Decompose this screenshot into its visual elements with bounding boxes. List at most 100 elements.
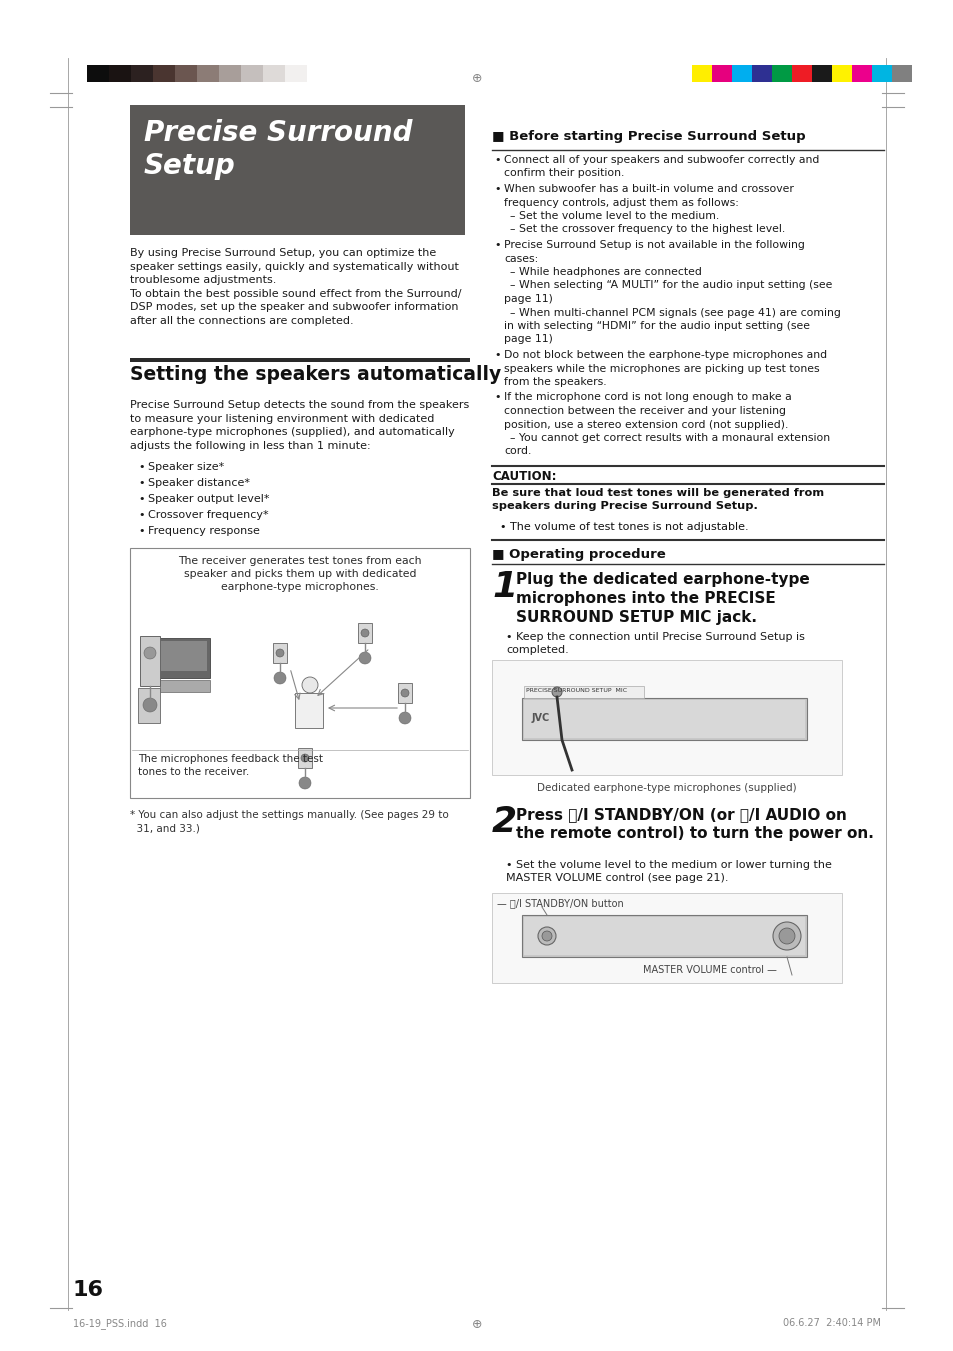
Text: 2: 2 — [492, 805, 517, 839]
Bar — [691, 65, 711, 82]
Text: The microphones feedback the test
tones to the receiver.: The microphones feedback the test tones … — [138, 754, 323, 777]
Text: ⊕: ⊕ — [471, 72, 482, 85]
Text: 16-19_PSS.indd  16: 16-19_PSS.indd 16 — [73, 1319, 167, 1329]
Circle shape — [398, 712, 411, 724]
Text: – While headphones are connected: – While headphones are connected — [510, 267, 701, 277]
Text: speakers while the microphones are picking up test tones: speakers while the microphones are picki… — [503, 363, 819, 373]
Text: Speaker distance*: Speaker distance* — [148, 478, 250, 488]
Text: • The volume of test tones is not adjustable.: • The volume of test tones is not adjust… — [499, 521, 748, 532]
Bar — [771, 65, 791, 82]
Text: Speaker output level*: Speaker output level* — [148, 494, 269, 504]
Circle shape — [358, 653, 371, 663]
Text: Precise Surround Setup is not available in the following: Precise Surround Setup is not available … — [503, 240, 804, 250]
Bar — [150, 638, 210, 678]
Text: 16: 16 — [73, 1279, 104, 1300]
Text: cord.: cord. — [503, 446, 531, 457]
Bar — [851, 65, 871, 82]
Bar — [130, 358, 470, 362]
Text: – When selecting “A MULTI” for the audio input setting (see: – When selecting “A MULTI” for the audio… — [510, 281, 832, 290]
Bar — [521, 698, 806, 740]
Circle shape — [772, 921, 801, 950]
Bar — [397, 684, 412, 703]
Bar — [911, 65, 931, 82]
Bar — [140, 636, 160, 686]
Bar — [294, 693, 323, 728]
Text: • Set the volume level to the medium or lower turning the
MASTER VOLUME control : • Set the volume level to the medium or … — [505, 861, 831, 884]
Text: page 11): page 11) — [503, 295, 553, 304]
Text: – You cannot get correct results with a monaural extension: – You cannot get correct results with a … — [510, 434, 829, 443]
Bar — [521, 915, 806, 957]
Text: • Keep the connection until Precise Surround Setup is
completed.: • Keep the connection until Precise Surr… — [505, 632, 804, 655]
Text: PRECISE SURROUND SETUP  MIC: PRECISE SURROUND SETUP MIC — [525, 688, 626, 693]
Text: position, use a stereo extension cord (not supplied).: position, use a stereo extension cord (n… — [503, 420, 787, 430]
Text: – Set the crossover frequency to the highest level.: – Set the crossover frequency to the hig… — [510, 224, 784, 235]
Text: – When multi-channel PCM signals (see page 41) are coming: – When multi-channel PCM signals (see pa… — [510, 308, 840, 317]
Text: CAUTION:: CAUTION: — [492, 470, 556, 484]
Bar — [711, 65, 731, 82]
Text: The receiver generates test tones from each
speaker and picks them up with dedic: The receiver generates test tones from e… — [178, 557, 421, 592]
Text: Plug the dedicated earphone-type
microphones into the PRECISE
SURROUND SETUP MIC: Plug the dedicated earphone-type microph… — [516, 571, 809, 626]
Circle shape — [541, 931, 552, 942]
Text: – Set the volume level to the medium.: – Set the volume level to the medium. — [510, 211, 719, 222]
Text: JVC: JVC — [532, 713, 550, 723]
Bar — [152, 65, 174, 82]
Text: If the microphone cord is not long enough to make a: If the microphone cord is not long enoug… — [503, 393, 791, 403]
Bar — [523, 700, 804, 738]
Text: Connect all of your speakers and subwoofer correctly and: Connect all of your speakers and subwoof… — [503, 155, 819, 165]
Text: Be sure that loud test tones will be generated from
speakers during Precise Surr: Be sure that loud test tones will be gen… — [492, 488, 823, 511]
Bar — [196, 65, 219, 82]
Text: Dedicated earphone-type microphones (supplied): Dedicated earphone-type microphones (sup… — [537, 784, 796, 793]
Bar — [109, 65, 131, 82]
Text: Precise Surround Setup detects the sound from the speakers
to measure your liste: Precise Surround Setup detects the sound… — [130, 400, 469, 451]
Bar — [131, 65, 152, 82]
Text: 06.6.27  2:40:14 PM: 06.6.27 2:40:14 PM — [782, 1319, 880, 1328]
Bar — [871, 65, 891, 82]
Text: Precise Surround
Setup: Precise Surround Setup — [144, 119, 412, 181]
Bar — [87, 65, 109, 82]
Text: connection between the receiver and your listening: connection between the receiver and your… — [503, 407, 785, 416]
Text: ■ Before starting Precise Surround Setup: ■ Before starting Precise Surround Setup — [492, 130, 804, 143]
Text: Press ⏻/I STANDBY/ON (or ⏻/I AUDIO on
the remote control) to turn the power on.: Press ⏻/I STANDBY/ON (or ⏻/I AUDIO on th… — [516, 807, 873, 842]
Circle shape — [360, 630, 369, 638]
Text: Speaker size*: Speaker size* — [148, 462, 224, 471]
Circle shape — [274, 671, 286, 684]
Bar — [731, 65, 751, 82]
Bar — [831, 65, 851, 82]
Circle shape — [301, 754, 309, 762]
Text: •: • — [138, 462, 144, 471]
Text: in with selecting “HDMI” for the audio input setting (see: in with selecting “HDMI” for the audio i… — [503, 322, 809, 331]
Text: By using Precise Surround Setup, you can optimize the
speaker settings easily, q: By using Precise Surround Setup, you can… — [130, 249, 461, 326]
Bar — [357, 623, 372, 643]
Text: cases:: cases: — [503, 254, 537, 263]
Bar — [285, 65, 307, 82]
Bar — [523, 917, 804, 955]
Bar — [130, 549, 470, 798]
Bar — [492, 661, 841, 775]
Text: •: • — [138, 526, 144, 536]
Text: •: • — [494, 240, 500, 250]
Circle shape — [144, 647, 156, 659]
Circle shape — [779, 928, 794, 944]
Text: •: • — [494, 350, 500, 359]
Text: •: • — [494, 393, 500, 403]
Text: •: • — [494, 184, 500, 195]
Bar — [160, 680, 210, 692]
Bar — [273, 643, 287, 663]
Text: Setting the speakers automatically: Setting the speakers automatically — [130, 365, 500, 384]
Circle shape — [275, 648, 284, 657]
Bar — [263, 65, 285, 82]
Bar — [219, 65, 241, 82]
Bar — [751, 65, 771, 82]
Circle shape — [302, 677, 317, 693]
Bar — [174, 65, 196, 82]
Text: MASTER VOLUME control —: MASTER VOLUME control — — [642, 965, 776, 975]
Text: When subwoofer has a built-in volume and crossover: When subwoofer has a built-in volume and… — [503, 184, 793, 195]
Bar — [523, 686, 643, 698]
Circle shape — [537, 927, 556, 944]
Text: * You can also adjust the settings manually. (See pages 29 to
  31, and 33.): * You can also adjust the settings manua… — [130, 811, 448, 834]
Circle shape — [298, 777, 311, 789]
Circle shape — [143, 698, 157, 712]
Bar — [138, 688, 160, 723]
Text: frequency controls, adjust them as follows:: frequency controls, adjust them as follo… — [503, 197, 739, 208]
Text: ■ Operating procedure: ■ Operating procedure — [492, 549, 665, 561]
